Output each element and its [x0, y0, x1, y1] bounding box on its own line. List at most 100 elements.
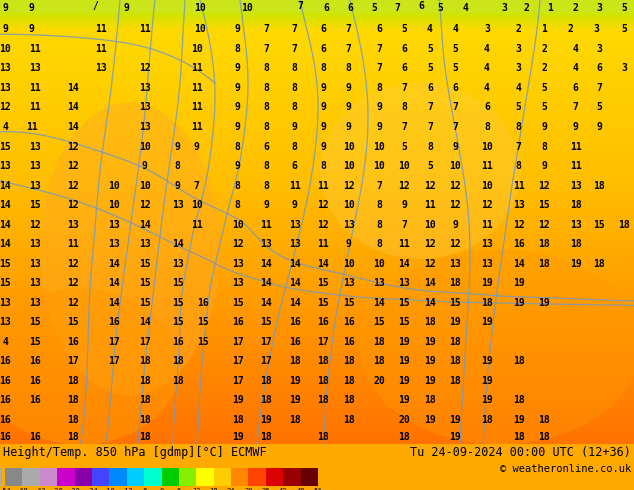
- Text: 13: 13: [139, 83, 150, 93]
- Text: 10: 10: [191, 44, 202, 54]
- Text: 9: 9: [263, 200, 269, 210]
- Text: 9: 9: [346, 122, 352, 132]
- Text: 7: 7: [297, 1, 303, 11]
- Text: 14: 14: [318, 259, 329, 269]
- Bar: [75, 468, 92, 486]
- Text: 17: 17: [318, 337, 329, 347]
- Text: Tu 24-09-2024 00:00 UTC (12+36): Tu 24-09-2024 00:00 UTC (12+36): [410, 446, 631, 460]
- Text: 6: 6: [452, 83, 458, 93]
- Text: 9: 9: [320, 102, 327, 112]
- Text: 16: 16: [29, 376, 41, 386]
- Text: 13: 13: [67, 220, 79, 230]
- Text: 18: 18: [343, 356, 354, 367]
- Text: 12: 12: [139, 200, 150, 210]
- Text: 3: 3: [593, 24, 599, 34]
- Text: 4: 4: [463, 3, 469, 13]
- Text: 8: 8: [263, 161, 269, 171]
- Text: 10: 10: [481, 181, 493, 191]
- Text: 19: 19: [399, 337, 410, 347]
- Text: 13: 13: [29, 181, 41, 191]
- Text: 18: 18: [261, 432, 272, 441]
- Text: 19: 19: [450, 415, 461, 425]
- Text: 15: 15: [399, 318, 410, 327]
- Text: 4: 4: [484, 83, 490, 93]
- Text: 13: 13: [343, 220, 354, 230]
- Text: 15: 15: [0, 278, 11, 288]
- Text: 18: 18: [593, 181, 605, 191]
- Text: 10: 10: [0, 44, 11, 54]
- Text: 8: 8: [541, 142, 547, 151]
- Text: 19: 19: [481, 356, 493, 367]
- Text: 7: 7: [452, 122, 458, 132]
- Text: 7: 7: [427, 102, 433, 112]
- Bar: [249, 468, 266, 486]
- Text: 8: 8: [235, 44, 241, 54]
- Text: 9: 9: [346, 239, 352, 249]
- Text: 9: 9: [573, 122, 579, 132]
- Text: 11: 11: [191, 102, 202, 112]
- Bar: [162, 468, 179, 486]
- Text: 8: 8: [320, 63, 327, 74]
- Text: 10: 10: [194, 3, 205, 13]
- Text: 3: 3: [484, 24, 490, 34]
- Text: 9: 9: [376, 122, 382, 132]
- Text: 10: 10: [343, 161, 354, 171]
- Text: 19: 19: [513, 298, 524, 308]
- Text: 11: 11: [29, 102, 41, 112]
- Text: 20: 20: [399, 415, 410, 425]
- Text: 15: 15: [172, 318, 183, 327]
- Text: 19: 19: [289, 376, 301, 386]
- Text: 15: 15: [318, 298, 329, 308]
- Text: 7: 7: [376, 44, 382, 54]
- Text: 6: 6: [401, 44, 408, 54]
- Text: 2: 2: [523, 3, 529, 13]
- Text: 15: 15: [197, 318, 209, 327]
- Text: 15: 15: [139, 278, 150, 288]
- Text: -48: -48: [16, 488, 29, 490]
- Text: 12: 12: [343, 181, 354, 191]
- Text: 2: 2: [541, 63, 547, 74]
- Text: 7: 7: [596, 83, 602, 93]
- Text: 9: 9: [235, 102, 241, 112]
- Text: 18: 18: [343, 376, 354, 386]
- Text: 19: 19: [232, 432, 243, 441]
- Text: 2: 2: [573, 3, 579, 13]
- Text: 10: 10: [373, 142, 385, 151]
- Text: 18: 18: [513, 356, 524, 367]
- Text: 5: 5: [371, 3, 377, 13]
- Text: 16: 16: [67, 337, 79, 347]
- Text: 12: 12: [424, 181, 436, 191]
- Text: 8: 8: [346, 63, 352, 74]
- Text: 18: 18: [67, 395, 79, 406]
- Text: 18: 18: [209, 488, 218, 490]
- Text: 12: 12: [67, 259, 79, 269]
- Text: 11: 11: [261, 220, 272, 230]
- Text: 15: 15: [0, 142, 11, 151]
- Text: 17: 17: [232, 376, 243, 386]
- Text: 0: 0: [159, 488, 164, 490]
- Text: 17: 17: [108, 356, 120, 367]
- Text: 7: 7: [376, 181, 382, 191]
- Text: 19: 19: [399, 376, 410, 386]
- Bar: [127, 468, 144, 486]
- Text: 9: 9: [174, 181, 181, 191]
- Text: 14: 14: [261, 298, 272, 308]
- Text: 13: 13: [289, 239, 301, 249]
- Text: 9: 9: [235, 63, 241, 74]
- Text: 13: 13: [29, 259, 41, 269]
- Text: 18: 18: [172, 356, 183, 367]
- Text: 7: 7: [346, 44, 352, 54]
- Text: 7: 7: [394, 3, 400, 13]
- Text: 5: 5: [515, 102, 522, 112]
- Text: 14: 14: [261, 259, 272, 269]
- Text: 54: 54: [314, 488, 322, 490]
- Text: 13: 13: [139, 239, 150, 249]
- Text: 5: 5: [427, 161, 433, 171]
- Text: 19: 19: [481, 278, 493, 288]
- Text: 9: 9: [541, 161, 547, 171]
- Text: 16: 16: [0, 432, 11, 441]
- Text: 12: 12: [139, 63, 150, 74]
- Text: 13: 13: [29, 161, 41, 171]
- Text: 6: 6: [263, 142, 269, 151]
- Text: 19: 19: [289, 395, 301, 406]
